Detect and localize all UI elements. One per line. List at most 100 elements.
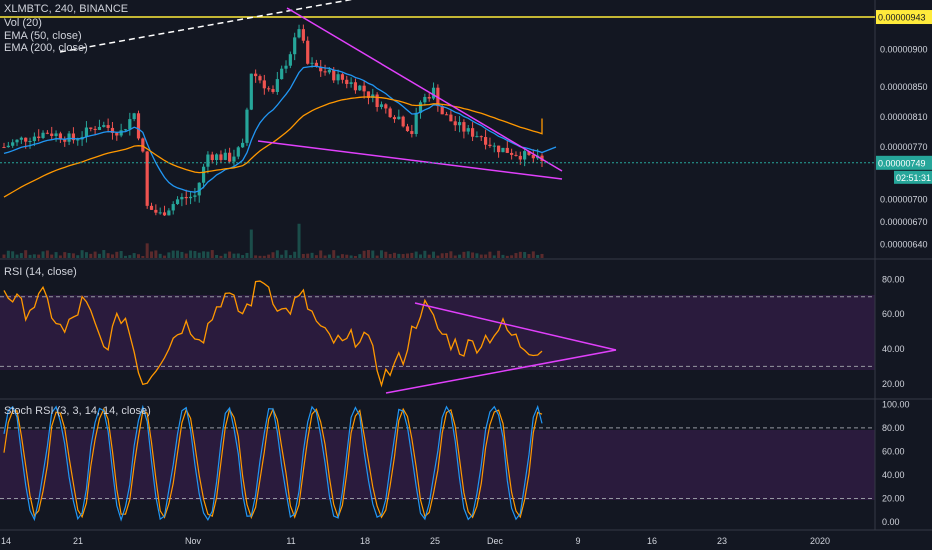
volume-bar [454, 255, 457, 258]
candle-body [237, 147, 240, 156]
volume-bar [432, 252, 435, 258]
candle-body [328, 70, 331, 73]
candle-body [423, 97, 426, 102]
candle-body [484, 137, 487, 145]
candle-body [211, 155, 214, 160]
price-tick-label: 0.00000810 [880, 112, 928, 122]
candle-body [389, 108, 392, 117]
candle-body [150, 206, 153, 210]
volume-bar [193, 251, 196, 258]
volume-bar [493, 255, 496, 258]
time-tick-label: 18 [360, 536, 370, 546]
volume-bar [324, 255, 327, 258]
volume-bar [506, 256, 509, 258]
candle-body [141, 138, 144, 151]
volume-bar [380, 250, 383, 258]
candle-body [415, 113, 418, 134]
volume-bar [302, 254, 305, 258]
candle-body [224, 153, 227, 160]
vol-label: Vol (20) [4, 17, 42, 29]
ema200-label: EMA (200, close) [4, 42, 88, 54]
candle-body [245, 110, 248, 143]
rsi-tick-label: 40.00 [882, 344, 905, 354]
volume-bar [219, 256, 222, 258]
volume-bar [523, 252, 526, 258]
wedge-lower-line [258, 141, 562, 179]
candle-body [384, 104, 387, 108]
candle-body [41, 133, 44, 138]
volume-bar [141, 256, 144, 258]
volume-bar [128, 255, 131, 258]
candle-body [506, 148, 509, 153]
volume-bar [120, 251, 123, 258]
volume-bar [345, 255, 348, 258]
volume-bar [306, 254, 309, 258]
candle-body [206, 155, 209, 167]
candle-body [98, 127, 101, 130]
candle-body [349, 82, 352, 84]
volume-bar [3, 255, 6, 258]
candle-body [15, 140, 18, 143]
volume-bar [406, 254, 409, 258]
volume-bar [319, 250, 322, 258]
volume-bar [172, 251, 175, 258]
candle-body [254, 74, 257, 76]
candle-body [406, 126, 409, 131]
volume-bar [315, 255, 318, 258]
symbol-label: XLMBTC, 240, BINANCE [4, 3, 128, 15]
candle-body [215, 154, 218, 160]
candle-body [115, 133, 118, 136]
candle-body [50, 134, 53, 136]
volume-bar [59, 255, 62, 258]
volume-bar [224, 254, 227, 258]
candle-body [33, 137, 36, 141]
volume-bar [376, 256, 379, 258]
candle-body [159, 212, 162, 213]
candle-body [46, 133, 49, 134]
volume-bar [46, 250, 49, 258]
volume-bar [211, 250, 214, 258]
candle-body [380, 104, 383, 107]
candle-body [180, 197, 183, 199]
volume-bar [232, 254, 235, 258]
volume-bar [7, 251, 10, 258]
volume-bar [24, 250, 27, 258]
price-tick-label: 0.00000850 [880, 82, 928, 92]
volume-bar [467, 251, 470, 258]
rsi-tick-label: 20.00 [882, 379, 905, 389]
time-tick-label: 2020 [810, 536, 830, 546]
volume-bar [115, 252, 118, 258]
candle-body [263, 80, 266, 88]
candle-body [7, 146, 10, 147]
candle-body [302, 29, 305, 41]
candle-body [332, 70, 335, 81]
candle-body [146, 151, 149, 205]
volume-bar [137, 254, 140, 258]
candle-body [154, 210, 157, 213]
candle-body [280, 69, 283, 79]
price-tick-label: 0.00000640 [880, 240, 928, 250]
candle-body [24, 138, 27, 142]
candle-body [336, 74, 339, 80]
volume-bar [185, 254, 188, 258]
volume-bar [81, 250, 84, 258]
volume-bar [298, 224, 301, 258]
candle-body [120, 130, 123, 135]
price-tick-label: 0.00000900 [880, 44, 928, 54]
volume-bar [33, 254, 36, 258]
candle-body [297, 29, 300, 37]
volume-bar [29, 255, 32, 258]
volume-bar [107, 253, 110, 258]
volume-bar [527, 254, 530, 258]
rsi-label: RSI (14, close) [4, 266, 77, 278]
candle-body [345, 80, 348, 84]
candle-body [11, 142, 14, 145]
time-tick-label: Nov [185, 536, 202, 546]
volume-bar [63, 252, 66, 258]
candle-body [133, 113, 136, 119]
volume-bar [501, 255, 504, 258]
candle-body [219, 154, 222, 160]
volume-bar [397, 254, 400, 258]
volume-bar [102, 250, 105, 258]
